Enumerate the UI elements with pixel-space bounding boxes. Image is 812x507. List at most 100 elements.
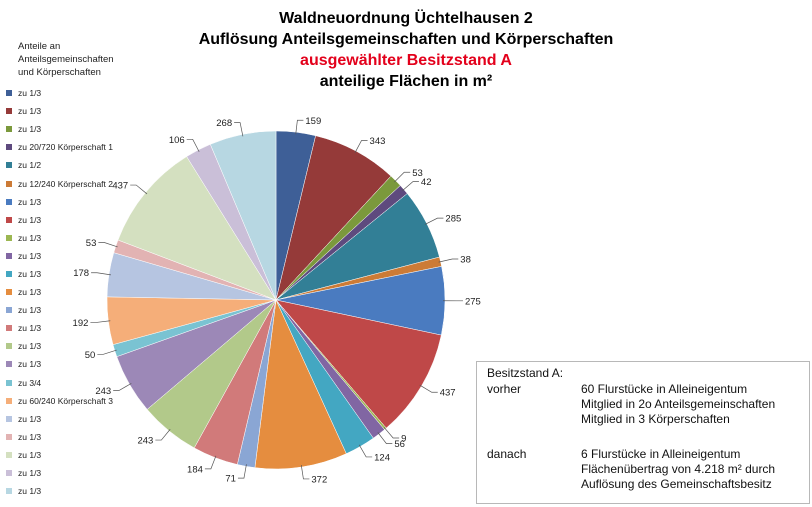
legend-swatch [6,108,12,115]
leader-line [295,119,304,135]
data-label: 372 [311,474,327,485]
legend-item: zu 60/240 Körperschaft 3 [6,392,146,410]
legend-item: zu 1/3 [6,446,146,464]
leader-line [97,349,117,355]
data-label: 343 [370,136,386,147]
info-before-line: Mitglied in 2o Anteilsgemeinschaften [581,397,776,411]
legend-swatch [6,343,12,350]
legend-label: zu 1/3 [18,359,42,370]
data-label: 192 [73,318,89,329]
leader-line [377,432,393,444]
legend-label: zu 1/3 [18,468,42,479]
legend-swatch [6,415,12,422]
legend-title: Anteile an Anteilsgemeinschaften und Kör… [18,40,146,79]
data-label: 53 [86,238,97,249]
legend-item: zu 1/3 [6,337,146,355]
chart-title: Waldneuordnung Üchtelhausen 2 [279,10,533,27]
leader-line [98,242,118,248]
info-after-label: danach [487,447,527,461]
data-label: 243 [137,436,153,447]
legend-label: zu 20/720 Körperschaft 1 [18,142,113,153]
legend-item: zu 20/720 Körperschaft 1 [6,138,146,156]
data-label: 106 [169,135,185,146]
legend-label: zu 1/3 [18,287,42,298]
legend-item: zu 1/3 [6,428,146,446]
legend-label: zu 60/240 Körperschaft 3 [18,395,113,406]
legend-label: zu 1/2 [18,160,42,171]
info-after-line: Auflösung des Gemeinschaftsbesitz [581,477,772,491]
legend-item: zu 1/3 [6,120,146,138]
leader-line [394,171,411,183]
leader-line [354,140,368,153]
legend-swatch [6,325,12,332]
legend-swatch [6,361,12,368]
data-label: 184 [187,464,203,475]
legend-item: zu 1/3 [6,319,146,337]
data-label: 159 [305,116,321,127]
data-label: 9 [401,433,406,444]
data-label: 50 [85,350,96,361]
legend-swatch [6,451,12,458]
legend-swatch [6,234,12,241]
legend-swatch [6,397,12,404]
legend-item: zu 1/3 [6,193,146,211]
info-before-line: 60 Flurstücke in Alleineigentum [581,382,748,396]
legend-swatch [6,289,12,296]
info-after-line: Flächenübertrag von 4.218 m² durch [581,462,776,476]
info-box: Besitzstand A: vorher 60 Flurstücke in A… [476,361,810,504]
legend-swatch [6,379,12,386]
legend-title-line: und Körperschaften [18,67,101,78]
info-heading: Besitzstand A: [487,366,564,380]
info-before-label: vorher [487,382,522,396]
data-label: 268 [216,118,232,129]
data-label: 437 [440,388,456,399]
leader-line [402,181,419,192]
legend-item: zu 1/3 [6,283,146,301]
legend-swatch [6,180,12,187]
leader-line [424,217,444,225]
legend-label: zu 1/3 [18,268,42,279]
legend-label: zu 1/3 [18,323,42,334]
legend-item: zu 1/3 [6,410,146,428]
leader-line [237,464,247,479]
data-label: 42 [421,177,432,188]
info-after-line: 6 Flurstücke in Alleineigentum [581,447,741,461]
legend-item: zu 1/3 [6,355,146,373]
chart-unit-line: anteilige Flächen in m² [319,73,493,90]
legend-label: zu 1/3 [18,214,42,225]
legend-swatch [6,270,12,277]
legend-swatch [6,144,12,151]
data-label: 56 [394,439,405,450]
legend-item: zu 1/3 [6,301,146,319]
data-label: 437 [112,181,128,192]
data-label: 178 [73,268,89,279]
legend-title-line: Anteile an [18,41,61,52]
legend-swatch [6,488,12,495]
legend-item: zu 1/3 [6,247,146,265]
leader-line [90,320,111,323]
legend-item: zu 1/3 [6,84,146,102]
legend-item: zu 1/3 [6,265,146,283]
legend-swatch [6,470,12,477]
chart-subtitle-highlight: ausgewählter Besitzstand A [300,52,512,69]
legend-swatch [6,198,12,205]
legend-item: zu 1/3 [6,229,146,247]
chart-title-block: Waldneuordnung Üchtelhausen 2 Auflösung … [0,8,812,92]
leader-line [419,384,438,393]
legend-label: zu 1/3 [18,250,42,261]
legend-item: zu 1/2 [6,156,146,174]
legend-label: zu 1/3 [18,232,42,243]
leader-line [300,465,310,480]
info-before-lines: 60 Flurstücke in Alleineigentum Mitglied… [581,382,775,427]
info-after-lines: 6 Flurstücke in Alleineigentum Flächenüb… [581,447,775,492]
leader-line [358,444,373,458]
legend-title-line: Anteilsgemeinschaften [18,54,114,65]
legend-label: zu 1/3 [18,449,42,460]
data-label: 38 [460,254,471,265]
leader-line [155,429,171,441]
legend-label: zu 1/3 [18,196,42,207]
legend-swatch [6,162,12,169]
legend-swatch [6,126,12,133]
data-label: 53 [412,168,423,179]
